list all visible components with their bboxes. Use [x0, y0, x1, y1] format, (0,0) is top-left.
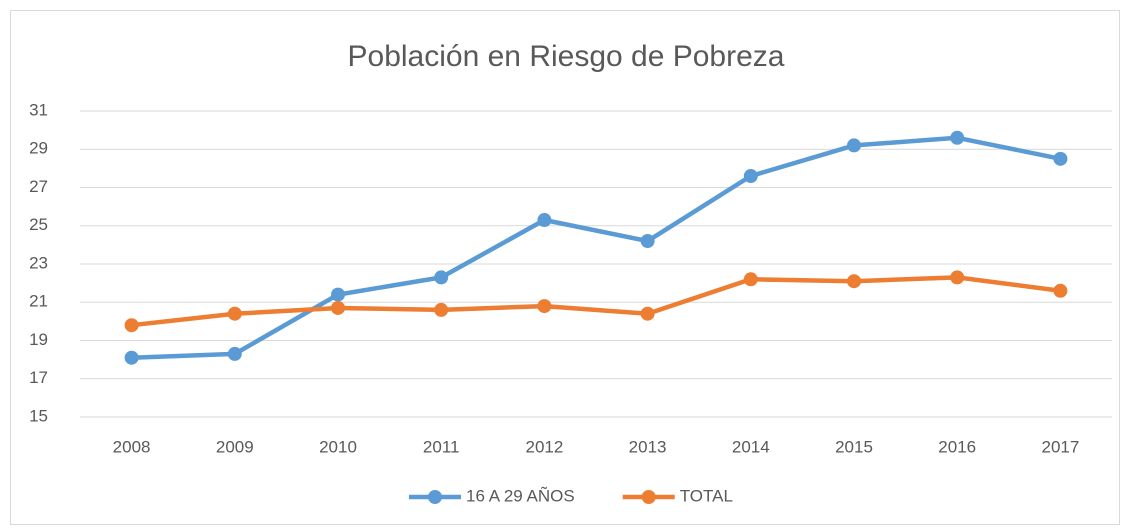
- y-tick-label: 15: [29, 406, 48, 425]
- y-tick-label: 29: [29, 139, 48, 158]
- legend-label: 16 A 29 AÑOS: [466, 486, 575, 505]
- point-marker: [434, 302, 449, 317]
- y-tick-label: 19: [29, 330, 48, 349]
- y-tick-label: 17: [29, 368, 48, 387]
- y-tick-label: 31: [29, 100, 48, 119]
- point-marker: [950, 130, 965, 145]
- point-marker: [537, 213, 552, 228]
- y-tick-label: 21: [29, 292, 48, 311]
- y-tick-label: 27: [29, 177, 48, 196]
- x-tick-label: 2008: [113, 437, 151, 456]
- point-marker: [847, 138, 861, 153]
- x-tick-label: 2013: [629, 437, 667, 456]
- point-marker: [950, 270, 965, 285]
- x-tick-label: 2010: [319, 437, 357, 456]
- x-tick-label: 2015: [835, 437, 873, 456]
- point-marker: [434, 270, 449, 285]
- legend-label: TOTAL: [680, 486, 733, 505]
- point-marker: [124, 350, 139, 365]
- point-marker: [331, 300, 345, 315]
- x-tick-label: 2014: [732, 437, 770, 456]
- chart-title: Población en Riesgo de Pobreza: [348, 40, 785, 73]
- series-line: [129, 135, 1063, 360]
- point-marker: [124, 318, 139, 333]
- legend-marker: [641, 490, 656, 504]
- point-marker: [640, 234, 655, 249]
- series-line: [129, 275, 1063, 328]
- x-tick-label: 2016: [938, 437, 976, 456]
- point-marker: [847, 274, 861, 289]
- legend-marker: [428, 490, 442, 504]
- point-marker: [1053, 151, 1068, 166]
- point-marker: [331, 287, 345, 302]
- point-marker: [1053, 283, 1068, 298]
- point-marker: [743, 272, 758, 287]
- chart-border: [10, 10, 1120, 525]
- y-tick-label: 23: [29, 253, 48, 272]
- point-marker: [227, 306, 242, 321]
- y-tick-label: 25: [29, 215, 48, 234]
- x-tick-label: 2017: [1041, 437, 1079, 456]
- point-marker: [640, 306, 655, 321]
- x-tick-label: 2011: [423, 437, 460, 456]
- point-marker: [743, 169, 758, 184]
- point-marker: [537, 299, 552, 314]
- x-tick-label: 2009: [216, 437, 254, 456]
- x-tick-label: 2012: [525, 437, 563, 456]
- point-marker: [227, 346, 242, 361]
